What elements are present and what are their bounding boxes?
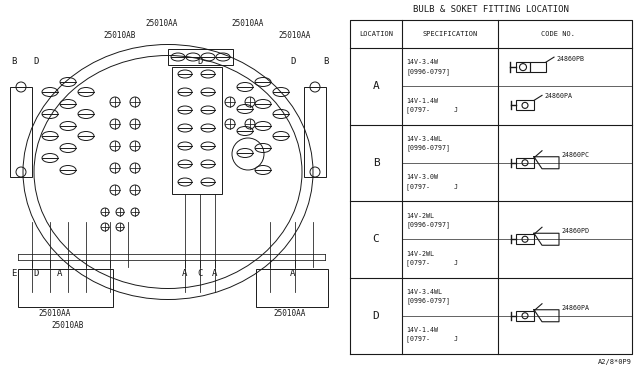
- Text: A: A: [212, 269, 218, 279]
- Text: LOCATION: LOCATION: [359, 31, 393, 37]
- Text: BULB & SOKET FITTING LOCATION: BULB & SOKET FITTING LOCATION: [413, 6, 569, 15]
- Text: 24860PD: 24860PD: [561, 228, 589, 234]
- Text: A2/8*0P9: A2/8*0P9: [598, 359, 632, 365]
- Text: 14V-3.4W
[0996-0797]: 14V-3.4W [0996-0797]: [406, 60, 450, 75]
- Text: A: A: [58, 269, 63, 279]
- Text: 24860PC: 24860PC: [561, 152, 589, 158]
- Text: 25010AA: 25010AA: [39, 310, 71, 318]
- Text: D: D: [291, 58, 296, 67]
- Text: 14V-3.4WL
[0996-0797]: 14V-3.4WL [0996-0797]: [406, 289, 450, 304]
- Text: 25010AB: 25010AB: [104, 31, 136, 39]
- Text: 25010AA: 25010AA: [274, 310, 306, 318]
- Text: D: D: [33, 58, 38, 67]
- Text: 14V-1.4W
[0797-      J: 14V-1.4W [0797- J: [406, 98, 458, 113]
- Text: SPECIFICATION: SPECIFICATION: [422, 31, 477, 37]
- Text: 14V-2WL
[0996-0797]: 14V-2WL [0996-0797]: [406, 212, 450, 228]
- Text: 14V-2WL
[0797-      J: 14V-2WL [0797- J: [406, 251, 458, 266]
- Text: D: D: [372, 311, 380, 321]
- Text: C: C: [372, 234, 380, 244]
- Text: C: C: [197, 269, 203, 279]
- Text: A: A: [291, 269, 296, 279]
- Text: E: E: [12, 269, 17, 279]
- Text: 25010AA: 25010AA: [279, 31, 311, 39]
- Text: A: A: [182, 269, 188, 279]
- Text: 25010AB: 25010AB: [52, 321, 84, 330]
- Text: 24860PA: 24860PA: [561, 305, 589, 311]
- Text: B: B: [12, 58, 17, 67]
- Text: B: B: [323, 58, 329, 67]
- Text: B: B: [372, 158, 380, 168]
- Text: 14V-3.4WL
[0996-0797]: 14V-3.4WL [0996-0797]: [406, 136, 450, 151]
- Text: D: D: [33, 269, 38, 279]
- Text: A: A: [372, 81, 380, 91]
- Text: 14V-1.4W
[0797-      J: 14V-1.4W [0797- J: [406, 327, 458, 343]
- Text: 25010AA: 25010AA: [146, 19, 178, 28]
- Text: 24860PA: 24860PA: [544, 93, 572, 99]
- Text: D: D: [197, 58, 203, 67]
- Text: 14V-3.0W
[0797-      J: 14V-3.0W [0797- J: [406, 174, 458, 189]
- Text: CODE NO.: CODE NO.: [541, 31, 575, 37]
- Text: 25010AA: 25010AA: [232, 19, 264, 28]
- Text: 24860PB: 24860PB: [556, 56, 584, 62]
